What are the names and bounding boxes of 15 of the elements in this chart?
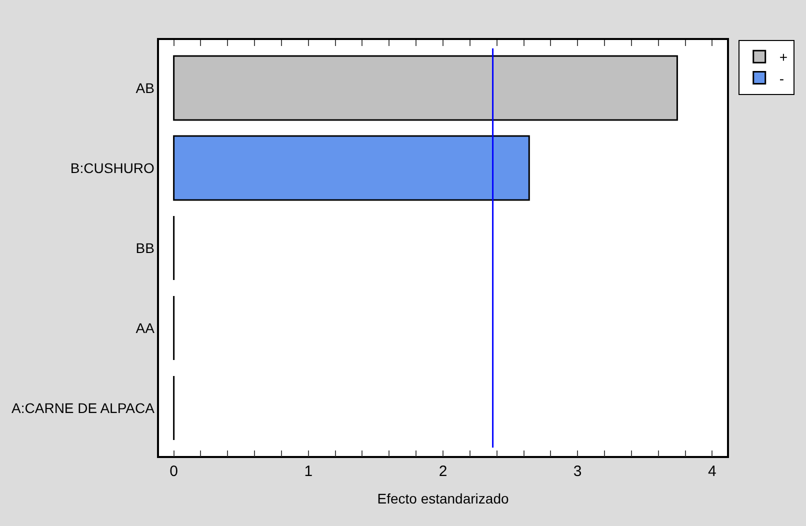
x-tick-label: 0: [170, 462, 178, 480]
x-tick-label: 1: [304, 462, 313, 480]
y-tick-label: BB: [136, 240, 154, 256]
y-tick-label: AA: [136, 320, 156, 336]
x-tick-label: 2: [438, 462, 448, 480]
y-tick-label: AB: [136, 80, 154, 96]
bar: [173, 135, 530, 201]
legend-label: +: [779, 49, 788, 66]
legend-label: -: [779, 70, 784, 86]
bar: [173, 55, 678, 121]
x-tick-label: 3: [573, 462, 582, 480]
y-tick-label: B:CUSHURO: [70, 160, 155, 176]
y-tick-label: A:CARNE DE ALPACA: [12, 400, 156, 416]
x-axis-title: Efecto estandarizado: [377, 490, 509, 507]
x-tick-label: 4: [708, 462, 716, 480]
